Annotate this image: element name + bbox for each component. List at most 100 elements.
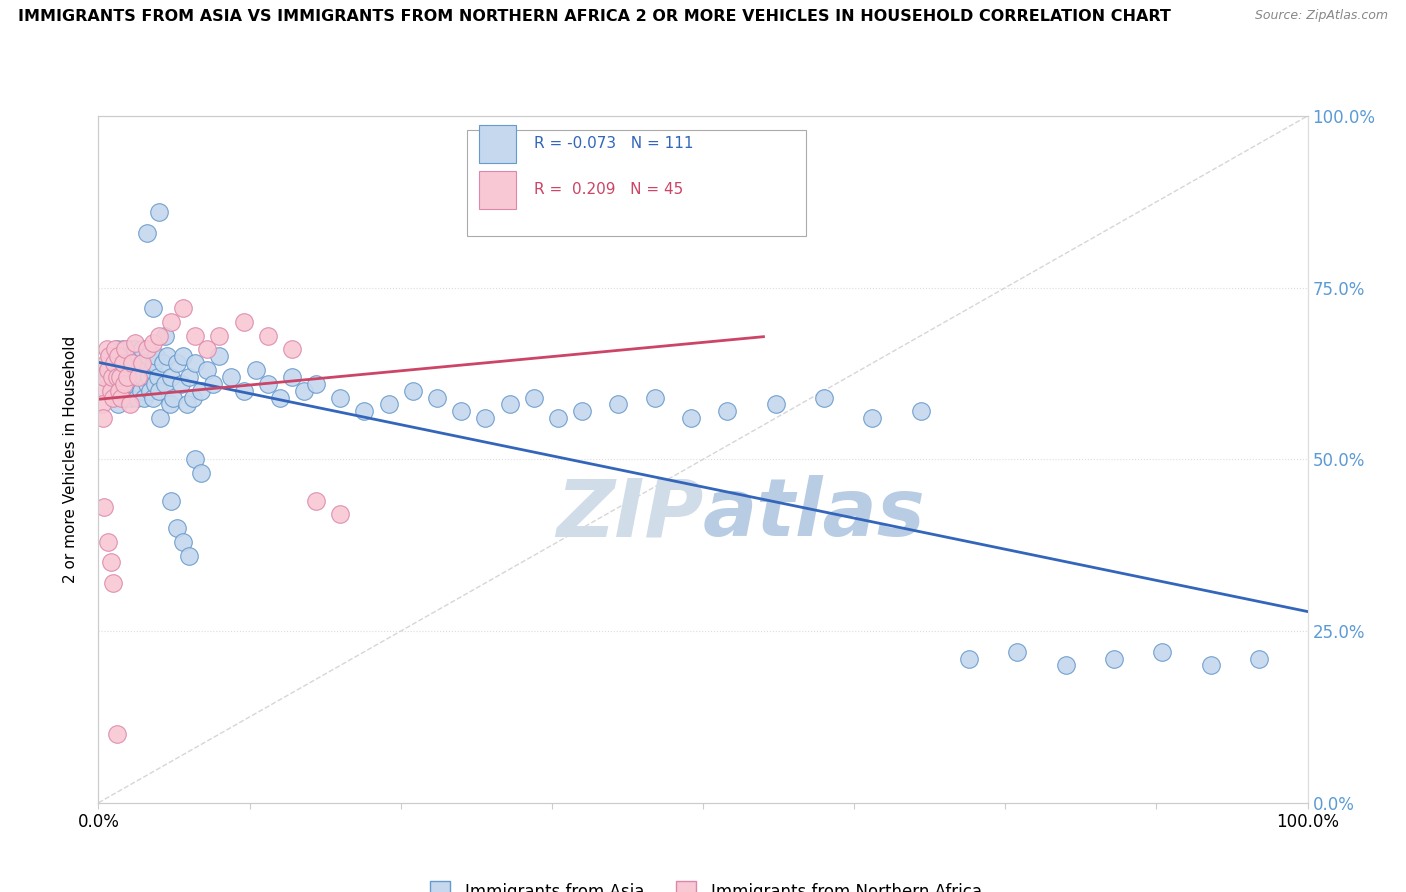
Point [765,397,787,411]
Point [111,343,134,357]
Point [91,411,114,425]
Point [149,411,172,425]
Point [153,376,176,391]
Point [190,384,212,398]
Point [105,370,128,384]
Point [146,370,169,384]
Point [98,350,121,364]
Point [142,391,165,405]
Point [195,363,218,377]
Point [101,391,124,405]
Bar [479,171,516,209]
Point [100,384,122,398]
Point [426,391,449,405]
Point [523,391,546,405]
Point [108,356,131,370]
Point [143,356,166,370]
Point [679,411,702,425]
Y-axis label: 2 or more Vehicles in Household: 2 or more Vehicles in Household [63,335,77,583]
Point [103,356,125,370]
Text: atlas: atlas [703,475,925,553]
Point [353,404,375,418]
Point [104,343,127,357]
Point [148,205,170,219]
Point [957,651,980,665]
Point [127,391,149,405]
Point [450,404,472,418]
Point [115,376,138,391]
Point [644,391,666,405]
Point [910,404,932,418]
Point [107,350,129,364]
Point [571,404,593,418]
Point [118,370,141,384]
Point [124,343,146,357]
Point [202,376,225,391]
Legend: Immigrants from Asia, Immigrants from Northern Africa: Immigrants from Asia, Immigrants from No… [418,876,988,892]
Text: IMMIGRANTS FROM ASIA VS IMMIGRANTS FROM NORTHERN AFRICA 2 OR MORE VEHICLES IN HO: IMMIGRANTS FROM ASIA VS IMMIGRANTS FROM … [18,9,1171,24]
Point [607,397,630,411]
Text: R =  0.209   N = 45: R = 0.209 N = 45 [534,182,683,197]
Point [108,384,131,398]
Point [129,356,152,370]
Point [184,452,207,467]
Point [256,376,278,391]
Point [305,493,328,508]
Point [124,370,146,384]
Point [166,521,188,535]
Point [232,315,254,329]
Point [105,343,128,357]
Point [112,363,135,377]
FancyBboxPatch shape [467,129,806,236]
Point [281,370,304,384]
Point [121,356,143,370]
Point [117,370,139,384]
Point [100,555,122,570]
Point [176,397,198,411]
Point [172,534,194,549]
Point [135,356,157,370]
Point [129,384,152,398]
Point [136,350,159,364]
Point [94,356,117,370]
Point [127,350,149,364]
Point [402,384,425,398]
Point [1007,645,1029,659]
Point [97,370,120,384]
Point [148,384,170,398]
Point [184,328,207,343]
Point [125,363,148,377]
Point [329,391,352,405]
Point [97,363,120,377]
Point [101,576,124,591]
Point [160,493,183,508]
Point [105,727,128,741]
Point [152,356,174,370]
Point [121,356,143,370]
Point [114,343,136,357]
Point [114,391,136,405]
Point [117,356,139,370]
Point [134,391,156,405]
Point [498,397,520,411]
Point [153,328,176,343]
Point [128,376,150,391]
Point [156,350,179,364]
Point [122,350,145,364]
Point [91,397,114,411]
Point [1152,645,1174,659]
Point [100,370,122,384]
Point [97,534,120,549]
Text: ZIP: ZIP [555,475,703,553]
Point [813,391,835,405]
Point [860,411,883,425]
Point [103,376,125,391]
Point [1199,658,1222,673]
Point [131,343,153,357]
Point [105,370,128,384]
Point [179,370,201,384]
Point [172,350,194,364]
Point [135,376,157,391]
Point [135,226,157,240]
Point [93,363,115,377]
